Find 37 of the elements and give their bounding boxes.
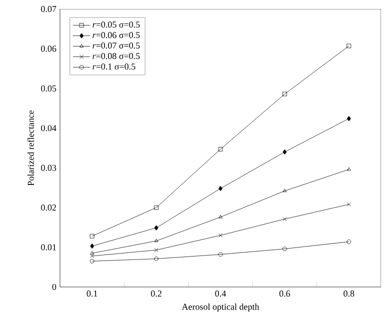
point [282, 149, 287, 155]
y-tick-label: 0.03 [41, 164, 56, 171]
x-tick-label: 0.4 [215, 290, 226, 297]
y-axis-title: Polarized reflectance [27, 110, 34, 186]
y-tick-label: 0.01 [41, 244, 56, 250]
y-tick-label: 0.02 [41, 204, 56, 211]
x-tick-label: 0.1 [86, 290, 98, 297]
point [90, 234, 94, 238]
point [218, 252, 223, 257]
y-tick-label: 0.06 [41, 46, 56, 52]
line-series [90, 44, 352, 238]
x-tick-label: 0.8 [344, 290, 354, 297]
y-tick-label: 0 [52, 284, 56, 290]
x-axis-title: Aerosol optical depth [182, 304, 260, 312]
point [282, 246, 287, 252]
point [90, 243, 94, 249]
point [346, 44, 352, 48]
x-tick-label: 0.2 [151, 290, 162, 297]
legend-label: r=0.06 σ=0.5 [92, 32, 140, 38]
line-series [90, 202, 351, 258]
point [154, 256, 158, 261]
y-tick-label: 0.04 [41, 125, 56, 132]
legend-label: r=0.1 σ=0.5 [92, 63, 136, 70]
y-tick-label: 0.07 [41, 6, 56, 12]
y-tick-label: 0.05 [41, 85, 56, 92]
legend-label: r=0.07 σ=0.5 [92, 42, 140, 49]
point [282, 188, 287, 192]
point [154, 238, 158, 242]
point [346, 116, 351, 122]
legend-label: r=0.08 σ=0.5 [92, 52, 140, 60]
x-tick-label: 0.6 [279, 290, 290, 297]
point [218, 214, 222, 218]
point [154, 225, 158, 230]
legend-label: r=0.05 σ=0.5 [92, 22, 140, 28]
point [282, 92, 287, 96]
point [154, 205, 158, 210]
point [218, 146, 223, 152]
